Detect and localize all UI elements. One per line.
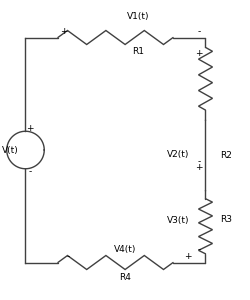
Text: -: - bbox=[197, 245, 200, 254]
Text: -: - bbox=[66, 252, 69, 261]
Text: V3(t): V3(t) bbox=[166, 215, 188, 224]
Text: +: + bbox=[60, 27, 68, 36]
Text: V1(t): V1(t) bbox=[126, 12, 149, 21]
Text: V(t): V(t) bbox=[2, 146, 18, 154]
Text: V4(t): V4(t) bbox=[114, 245, 136, 254]
Text: +: + bbox=[195, 163, 202, 172]
Text: -: - bbox=[28, 167, 32, 176]
Text: +: + bbox=[195, 49, 202, 58]
Text: +: + bbox=[184, 252, 191, 261]
Text: V2(t): V2(t) bbox=[166, 151, 188, 160]
Text: +: + bbox=[26, 124, 34, 133]
Text: R1: R1 bbox=[132, 47, 143, 56]
Text: R2: R2 bbox=[220, 151, 232, 160]
Text: -: - bbox=[197, 27, 200, 36]
Text: -: - bbox=[197, 157, 200, 166]
Text: R3: R3 bbox=[220, 215, 232, 224]
Text: R4: R4 bbox=[119, 272, 131, 281]
